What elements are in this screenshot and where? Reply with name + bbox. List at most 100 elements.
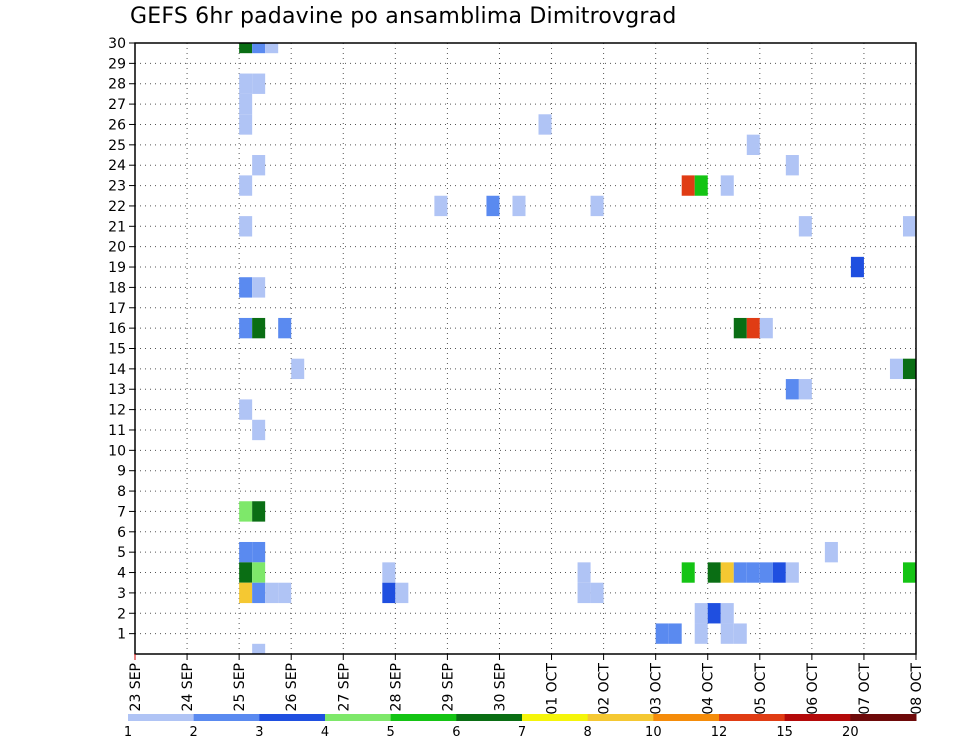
y-tick-label: 26 xyxy=(108,117,126,133)
y-tick-label: 7 xyxy=(117,504,126,520)
heatmap-cell xyxy=(239,73,253,94)
x-tick-label: 25 SEP xyxy=(232,663,248,711)
legend-label: 10 xyxy=(645,725,662,740)
legend-label: 5 xyxy=(387,725,395,740)
y-tick-label: 27 xyxy=(108,97,126,113)
legend-swatch xyxy=(587,714,654,721)
heatmap-cell xyxy=(889,358,903,380)
x-tick-label: 07 OCT xyxy=(857,663,873,715)
legend-swatch xyxy=(522,714,589,721)
y-tick-label: 14 xyxy=(108,362,126,378)
heatmap-cell xyxy=(746,562,760,583)
y-tick-label: 15 xyxy=(108,342,126,358)
heatmap-cell xyxy=(733,562,747,583)
heatmap-cell xyxy=(382,562,396,583)
legend-label: 7 xyxy=(518,725,526,740)
x-tick-label: 01 OCT xyxy=(545,663,561,715)
x-tick-label: 29 SEP xyxy=(440,663,456,711)
y-tick-label: 13 xyxy=(108,382,126,398)
y-tick-label: 2 xyxy=(117,606,126,622)
heatmap-cell xyxy=(382,582,396,604)
heatmap-cell xyxy=(538,114,552,135)
legend-swatch xyxy=(456,714,523,721)
x-tick-label: 02 OCT xyxy=(597,663,613,715)
y-tick-label: 28 xyxy=(108,77,126,93)
heatmap-cell xyxy=(902,358,916,380)
heatmap-cell xyxy=(252,43,266,54)
heatmap-cell xyxy=(252,541,266,563)
color-legend: 1 2 3 4 5 6 7 8 10 12 15 20 xyxy=(124,714,917,740)
x-tick-label: 26 SEP xyxy=(284,663,300,711)
heatmap-cell xyxy=(707,562,721,583)
x-tick-label: 27 SEP xyxy=(336,663,352,711)
legend-label: 4 xyxy=(321,725,329,740)
heatmap-cell xyxy=(733,623,747,644)
y-tick-label: 17 xyxy=(108,301,126,317)
heatmap-cell xyxy=(694,175,708,196)
legend-swatch xyxy=(128,714,195,721)
heatmap-cell xyxy=(252,501,266,522)
heatmap-cell xyxy=(239,93,253,115)
heatmap-cell xyxy=(785,155,799,176)
heatmap-cell xyxy=(694,623,708,644)
chart-title: GEFS 6hr padavine po ansamblima Dimitrov… xyxy=(130,4,677,29)
heatmap-cell xyxy=(707,603,721,624)
y-tick-label: 30 xyxy=(108,36,126,52)
legend-swatch xyxy=(193,714,260,721)
heatmap-cell xyxy=(239,501,253,522)
legend-label: 8 xyxy=(584,725,592,740)
heatmap-cell xyxy=(434,195,448,217)
heatmap-cell xyxy=(785,379,799,400)
legend-swatch xyxy=(390,714,457,721)
legend-label: 2 xyxy=(190,725,198,740)
y-tick-label: 20 xyxy=(108,240,126,256)
heatmap-cell xyxy=(590,195,604,217)
heatmap-cell xyxy=(252,317,266,339)
legend-swatch xyxy=(653,714,720,721)
heatmap-cell xyxy=(239,541,253,563)
y-tick-label: 16 xyxy=(108,321,126,337)
heatmap-cell xyxy=(733,317,747,339)
heatmap-cell xyxy=(252,643,266,654)
heatmap-cell xyxy=(278,317,292,339)
heatmap-cell xyxy=(577,562,591,583)
heatmap-cell xyxy=(902,216,916,237)
heatmap-cell xyxy=(239,277,253,298)
x-tick-label: 06 OCT xyxy=(805,663,821,715)
heatmap-cell xyxy=(252,73,266,94)
heatmap-cell xyxy=(720,623,734,644)
heatmap-cell xyxy=(772,562,786,583)
y-tick-label: 12 xyxy=(108,403,126,419)
y-tick-label: 29 xyxy=(108,56,126,72)
heatmap-cell xyxy=(577,582,591,604)
heatmap-cell xyxy=(252,419,266,441)
heatmap-cell xyxy=(590,582,604,604)
y-tick-label: 5 xyxy=(117,545,126,561)
y-tick-label: 21 xyxy=(108,219,126,235)
y-tick-label: 25 xyxy=(108,138,126,154)
legend-label: 12 xyxy=(711,725,728,740)
y-tick-label: 24 xyxy=(108,158,126,174)
heatmap-cell xyxy=(252,155,266,176)
heatmap-cell xyxy=(681,175,695,196)
heatmap-cell xyxy=(681,562,695,583)
x-tick-label: 05 OCT xyxy=(753,663,769,715)
heatmap-cell xyxy=(239,317,253,339)
legend-label: 1 xyxy=(124,725,132,740)
y-tick-label: 3 xyxy=(117,586,126,602)
heatmap-cell xyxy=(759,317,773,339)
heatmap-cell xyxy=(239,562,253,583)
heatmap-cell xyxy=(798,216,812,237)
heatmap-cell xyxy=(902,562,916,583)
heatmap-cell xyxy=(785,562,799,583)
heatmap-cell xyxy=(265,582,279,604)
y-tick-label: 4 xyxy=(117,566,126,582)
heatmap-cell xyxy=(746,134,760,156)
y-tick-label: 22 xyxy=(108,199,126,215)
heatmap-cell xyxy=(512,195,526,217)
heatmap-cell xyxy=(239,114,253,135)
heatmap-cell xyxy=(239,216,253,237)
legend-label: 6 xyxy=(452,725,460,740)
legend-swatch xyxy=(784,714,851,721)
